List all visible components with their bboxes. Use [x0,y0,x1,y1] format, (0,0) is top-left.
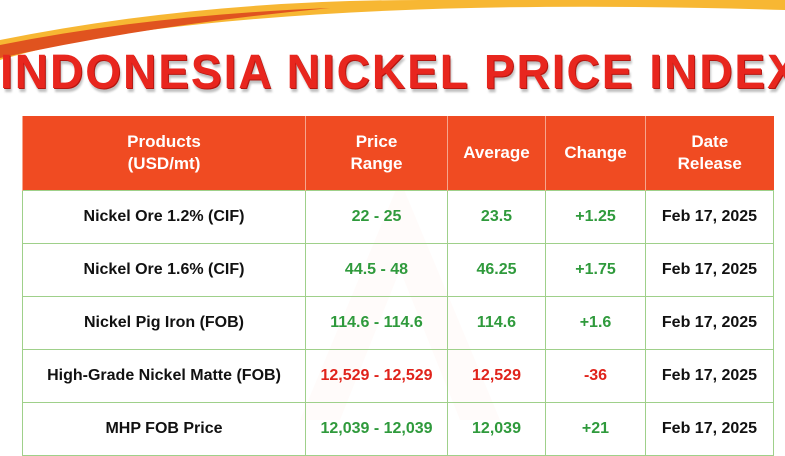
table-cell: 114.6 - 114.6 [305,296,448,350]
table-cell: 12,039 - 12,039 [305,402,448,456]
table-cell: MHP FOB Price [22,402,306,456]
table-row: Nickel Ore 1.2% (CIF) 22 - 25 23.5 +1.25 Feb… [22,190,774,244]
table-cell: Feb 17, 2025 [645,402,774,456]
header-text: Change [564,143,627,162]
swoosh [0,0,785,60]
header-text: (USD/mt) [127,154,201,173]
header-text: Average [463,143,530,162]
table-cell: 12,529 [447,349,546,403]
table-cell: +1.25 [545,190,646,244]
table-cell: Feb 17, 2025 [645,190,774,244]
header-text: Range [350,154,403,173]
header-text: Price [355,132,398,151]
table-cell: Feb 17, 2025 [645,349,774,403]
table-cell: -36 [545,349,646,403]
header-cell: Price Range [305,116,448,191]
table-row: Nickel Pig Iron (FOB) 114.6 - 114.6 114.6 +… [22,296,774,350]
header-cell: Average [447,116,546,191]
price-table: Products (USD/mt) Price Range Average Change D… [22,116,774,456]
header-cell: Date Release [645,116,774,191]
table-cell: Nickel Ore 1.6% (CIF) [22,243,306,297]
table-body: Nickel Ore 1.2% (CIF) 22 - 25 23.5 +1.25 Feb… [22,190,774,456]
table-cell: Nickel Pig Iron (FOB) [22,296,306,350]
table-cell: 22 - 25 [305,190,448,244]
title: INDONESIA NICKEL PRICE INDEX [0,43,785,99]
table-cell: 12,039 [447,402,546,456]
table-cell: +1.75 [545,243,646,297]
table-cell: High-Grade Nickel Matte (FOB) [22,349,306,403]
table-cell: 12,529 - 12,529 [305,349,448,403]
header-text: Release [677,154,742,173]
table-cell: +21 [545,402,646,456]
table-cell: Feb 17, 2025 [645,243,774,297]
header-cell: Products (USD/mt) [22,116,306,191]
table-row: Nickel Ore 1.6% (CIF) 44.5 - 48 46.25 +1.75… [22,243,774,297]
table-cell: Feb 17, 2025 [645,296,774,350]
table-row: High-Grade Nickel Matte (FOB) 12,529 - 12… [22,349,774,403]
table-cell: 23.5 [447,190,546,244]
header-row: Products (USD/mt) Price Range Average Change D… [22,116,774,191]
table-cell: Nickel Ore 1.2% (CIF) [22,190,306,244]
table-cell: 114.6 [447,296,546,350]
table-cell: 46.25 [447,243,546,297]
table-row: MHP FOB Price 12,039 - 12,039 12,039 +21 Feb… [22,402,774,456]
table-cell: 44.5 - 48 [305,243,448,297]
header-text: Date [691,132,729,151]
header-cell: Change [545,116,646,191]
table-cell: +1.6 [545,296,646,350]
header-text: Products [127,132,201,151]
